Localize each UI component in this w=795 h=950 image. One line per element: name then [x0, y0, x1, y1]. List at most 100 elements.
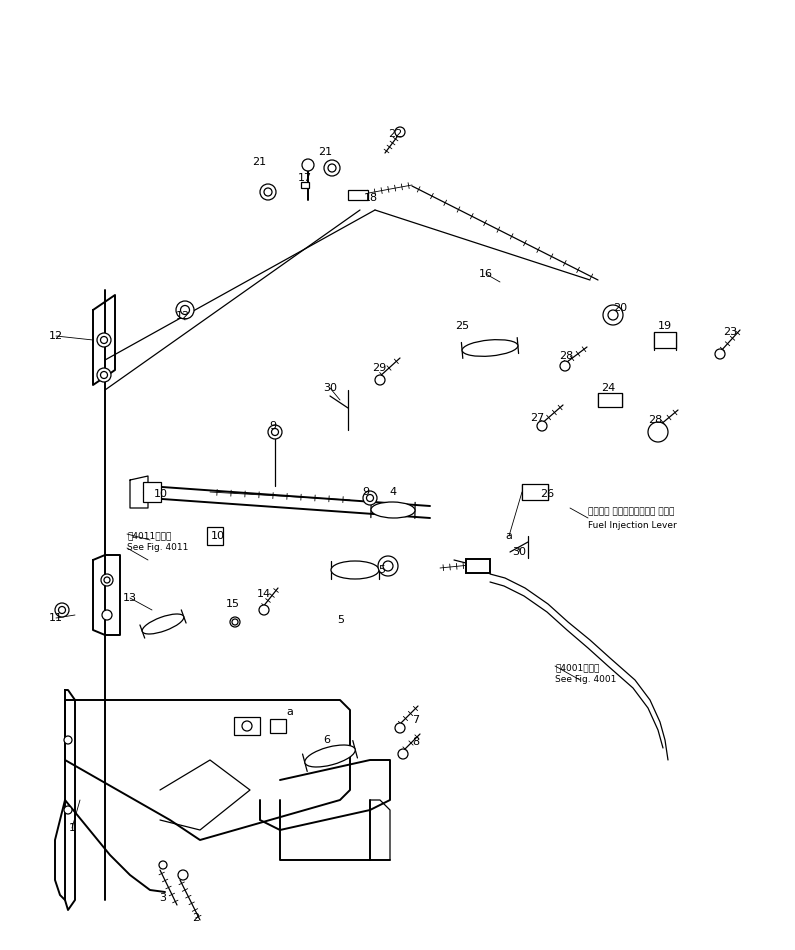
Circle shape	[232, 619, 238, 625]
Ellipse shape	[371, 502, 415, 518]
Text: 12: 12	[49, 331, 63, 341]
Circle shape	[715, 349, 725, 359]
Bar	[522, 484, 548, 500]
Bar	[301, 182, 309, 188]
Text: 30: 30	[323, 383, 337, 393]
Text: フェエル インジェクション レバー: フェエル インジェクション レバー	[588, 507, 674, 517]
Text: 第4011図参照: 第4011図参照	[127, 531, 172, 541]
Text: 28: 28	[559, 351, 573, 361]
Ellipse shape	[462, 340, 518, 356]
Circle shape	[180, 306, 189, 314]
Circle shape	[178, 870, 188, 880]
Text: 6: 6	[324, 735, 331, 745]
Circle shape	[378, 556, 398, 576]
Text: 11: 11	[49, 613, 63, 623]
Text: a: a	[506, 531, 513, 541]
Circle shape	[100, 371, 107, 378]
Bar	[207, 527, 223, 545]
Circle shape	[324, 160, 340, 176]
Bar	[143, 482, 161, 502]
Circle shape	[97, 368, 111, 382]
Circle shape	[159, 861, 167, 869]
Bar	[466, 559, 490, 573]
Text: 28: 28	[648, 415, 662, 425]
Circle shape	[272, 428, 278, 435]
Text: 7: 7	[413, 715, 420, 725]
Text: 8: 8	[413, 737, 420, 747]
Text: 9: 9	[363, 487, 370, 497]
Circle shape	[97, 333, 111, 347]
Text: 26: 26	[540, 489, 554, 499]
Text: 23: 23	[723, 327, 737, 337]
Text: 18: 18	[364, 193, 378, 203]
Circle shape	[398, 749, 408, 759]
Circle shape	[104, 577, 110, 583]
Circle shape	[176, 301, 194, 319]
Text: 22: 22	[388, 129, 402, 139]
Circle shape	[383, 561, 393, 571]
Bar	[270, 719, 286, 733]
Text: 1: 1	[68, 823, 76, 833]
Circle shape	[560, 361, 570, 371]
Circle shape	[64, 736, 72, 744]
Circle shape	[100, 336, 107, 344]
Circle shape	[603, 305, 623, 325]
Text: 5: 5	[338, 615, 344, 625]
Text: a: a	[286, 707, 293, 717]
Ellipse shape	[331, 561, 379, 579]
Circle shape	[375, 375, 385, 385]
Circle shape	[242, 721, 252, 731]
Text: 13: 13	[123, 593, 137, 603]
Text: 19: 19	[658, 321, 672, 331]
Circle shape	[648, 422, 668, 442]
Circle shape	[302, 159, 314, 171]
Bar	[348, 190, 368, 200]
Circle shape	[537, 421, 547, 431]
Circle shape	[259, 605, 269, 615]
Text: 2: 2	[192, 913, 200, 923]
Circle shape	[395, 127, 405, 137]
Text: See Fig. 4011: See Fig. 4011	[127, 543, 188, 553]
Circle shape	[264, 188, 272, 196]
Text: Fuel Injection Lever: Fuel Injection Lever	[588, 521, 677, 529]
Bar	[234, 717, 260, 735]
Circle shape	[608, 310, 618, 320]
Text: 21: 21	[318, 147, 332, 157]
Circle shape	[363, 491, 377, 505]
Circle shape	[55, 603, 69, 617]
Circle shape	[101, 574, 113, 586]
Text: 24: 24	[601, 383, 615, 393]
Circle shape	[268, 425, 282, 439]
Text: 5: 5	[378, 565, 386, 575]
Text: 第4001図参照: 第4001図参照	[555, 663, 599, 673]
Text: 25: 25	[455, 321, 469, 331]
Text: 10: 10	[211, 531, 225, 541]
Text: See Fig. 4001: See Fig. 4001	[555, 675, 616, 685]
Text: 29: 29	[372, 363, 386, 373]
Text: 16: 16	[479, 269, 493, 279]
Ellipse shape	[142, 614, 184, 634]
Text: 3: 3	[160, 893, 166, 903]
Circle shape	[395, 723, 405, 733]
Circle shape	[64, 806, 72, 814]
Bar	[654, 332, 676, 348]
Text: 9: 9	[270, 421, 277, 431]
Text: 10: 10	[154, 489, 168, 499]
Ellipse shape	[304, 745, 355, 767]
Text: 20: 20	[613, 303, 627, 313]
Circle shape	[366, 495, 374, 502]
Circle shape	[328, 164, 336, 172]
Text: 12: 12	[176, 311, 190, 321]
Circle shape	[102, 610, 112, 620]
Text: 4: 4	[390, 487, 397, 497]
Text: 27: 27	[530, 413, 544, 423]
Text: 17: 17	[298, 173, 312, 183]
Text: 30: 30	[512, 547, 526, 557]
Circle shape	[260, 184, 276, 200]
Text: 21: 21	[252, 157, 266, 167]
Bar	[598, 393, 622, 407]
Circle shape	[230, 617, 240, 627]
Circle shape	[59, 606, 65, 614]
Text: 14: 14	[257, 589, 271, 599]
Text: 15: 15	[226, 599, 240, 609]
